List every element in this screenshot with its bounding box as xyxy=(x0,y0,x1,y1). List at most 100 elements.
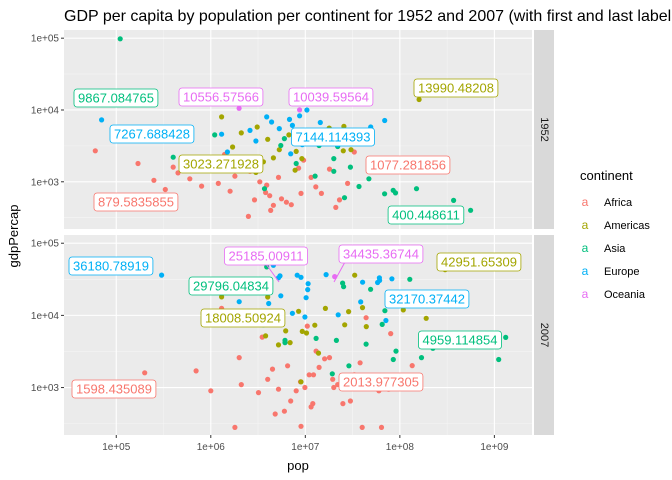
data-label-box xyxy=(436,252,522,272)
data-point-europe xyxy=(323,272,329,278)
data-label: 1077.281856 xyxy=(365,155,451,175)
data-point-africa xyxy=(281,408,287,414)
data-point-africa xyxy=(378,424,385,430)
data-point-africa xyxy=(257,179,263,185)
data-point-asia xyxy=(264,264,270,270)
data-point-americas xyxy=(298,379,304,385)
data-point-africa xyxy=(215,180,221,186)
data-label-text: 13990.48208 xyxy=(418,81,494,96)
chart-title: GDP per capita by population per contine… xyxy=(64,8,672,25)
data-point-americas xyxy=(303,330,310,336)
data-label: 7144.114393 xyxy=(291,127,375,147)
data-point-asia xyxy=(212,132,218,138)
data-point-africa xyxy=(345,180,351,186)
data-label-box xyxy=(109,124,195,144)
data-point-europe xyxy=(289,122,295,128)
data-label: 10039.59564 xyxy=(288,87,374,107)
data-label: 29796.04834 xyxy=(188,276,274,296)
data-point-europe xyxy=(276,126,282,132)
data-point-africa xyxy=(232,173,238,179)
legend-label: Americas xyxy=(604,220,650,232)
data-point-africa xyxy=(357,360,363,366)
data-point-africa xyxy=(363,315,369,321)
data-point-americas xyxy=(270,155,276,161)
data-point-europe xyxy=(304,107,310,113)
data-label-text: 25185.00911 xyxy=(229,249,304,264)
data-label-box xyxy=(384,289,470,309)
data-point-americas xyxy=(292,167,298,173)
data-label-text: 1077.281856 xyxy=(370,158,446,173)
data-point-asia xyxy=(407,276,413,282)
data-label: 2013.977305 xyxy=(338,372,424,392)
data-point-asia xyxy=(261,186,268,192)
data-label-text: 42951.65309 xyxy=(441,255,517,270)
data-point-europe xyxy=(289,310,295,316)
data-point-americas xyxy=(263,333,269,339)
y-axis-title: gdpPercap xyxy=(6,205,21,268)
data-point-americas xyxy=(238,130,244,136)
legend-label: Oceania xyxy=(604,289,646,301)
data-point-africa xyxy=(313,184,319,190)
data-point-asia xyxy=(503,334,509,340)
data-label-box xyxy=(338,244,424,264)
data-point-asia xyxy=(282,340,288,346)
data-point-asia xyxy=(331,168,337,174)
data-label-box xyxy=(365,155,451,175)
data-label: 34435.36744 xyxy=(338,244,424,264)
data-point-africa xyxy=(316,364,322,370)
data-point-europe xyxy=(278,293,284,299)
data-label-box xyxy=(288,87,374,107)
data-point-africa xyxy=(308,404,314,410)
data-label-text: 10039.59564 xyxy=(293,90,369,105)
data-point-americas xyxy=(348,147,354,153)
data-label-text: 1598.435089 xyxy=(76,382,152,397)
facet-strip xyxy=(534,235,554,435)
data-point-africa xyxy=(267,193,273,199)
data-point-africa xyxy=(269,366,276,372)
data-label-box xyxy=(387,205,465,225)
data-point-africa xyxy=(265,376,271,382)
data-point-asia xyxy=(341,195,348,201)
data-point-africa xyxy=(306,372,312,378)
data-label-text: 7144.114393 xyxy=(296,130,371,145)
data-point-africa xyxy=(245,213,251,219)
legend-key: a xyxy=(582,241,589,255)
data-point-asia xyxy=(341,284,347,290)
data-point-asia xyxy=(392,190,399,196)
legend-key: a xyxy=(582,264,589,278)
data-point-europe xyxy=(269,119,275,125)
data-point-africa xyxy=(288,398,294,404)
data-point-africa xyxy=(199,183,205,189)
y-tick-label: 1e+05 xyxy=(31,34,60,45)
data-point-africa xyxy=(162,186,168,193)
data-label: 18008.50924 xyxy=(200,308,286,328)
data-point-africa xyxy=(336,197,343,203)
data-label-box xyxy=(224,246,308,266)
data-point-africa xyxy=(347,398,353,404)
data-point-africa xyxy=(285,363,291,369)
facet-strip-label: 1952 xyxy=(538,117,550,141)
data-point-europe xyxy=(303,295,309,301)
data-label-text: 10556.57566 xyxy=(183,90,259,105)
data-point-americas xyxy=(265,294,271,300)
data-point-africa xyxy=(142,370,148,376)
x-axis: 1e+05 1e+06 1e+07 1e+08 1e+09 xyxy=(102,435,509,453)
data-point-africa xyxy=(92,148,98,154)
legend-title: continent xyxy=(580,168,633,183)
data-point-asia xyxy=(331,156,337,162)
data-label-text: 34435.36744 xyxy=(343,247,419,262)
data-label: 3023.271928 xyxy=(178,154,264,174)
data-point-asia xyxy=(368,286,374,292)
legend-key: a xyxy=(582,195,589,209)
x-axis-title: pop xyxy=(287,458,309,473)
label-leader-line xyxy=(265,263,280,283)
data-label: 10556.57566 xyxy=(178,87,264,107)
data-point-americas xyxy=(315,350,322,356)
data-label-text: 400.448611 xyxy=(392,208,460,223)
data-point-africa xyxy=(270,202,276,208)
data-point-americas xyxy=(230,144,236,150)
data-point-asia xyxy=(170,154,176,160)
data-point-europe xyxy=(286,116,293,122)
data-label-box xyxy=(71,379,157,399)
